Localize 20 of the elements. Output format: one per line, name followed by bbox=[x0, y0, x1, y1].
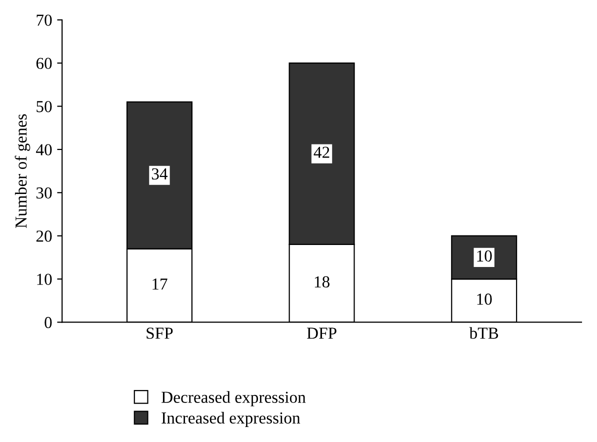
legend-label: Decreased expression bbox=[162, 391, 306, 406]
y-tick-label: 50 bbox=[36, 100, 52, 112]
data-label: 17 bbox=[152, 278, 168, 290]
data-label: 42 bbox=[314, 146, 330, 158]
y-axis-title: Number of genes bbox=[14, 114, 30, 228]
data-label: 18 bbox=[314, 276, 330, 288]
y-tick-label: 60 bbox=[36, 58, 52, 70]
x-tick-label: DFP bbox=[306, 328, 336, 339]
x-tick-label: bTB bbox=[469, 327, 498, 339]
data-label: 34 bbox=[152, 168, 168, 180]
y-tick-label: 30 bbox=[36, 187, 52, 199]
y-tick-label: 20 bbox=[36, 230, 52, 242]
legend-label: Increased expression bbox=[162, 412, 300, 427]
y-tick-label: 10 bbox=[37, 274, 52, 285]
data-label: 10 bbox=[477, 294, 492, 305]
x-tick-label: SFP bbox=[146, 328, 173, 339]
y-tick-label: 40 bbox=[36, 144, 52, 156]
y-tick-label: 70 bbox=[36, 14, 52, 26]
y-tick-label: 0 bbox=[44, 316, 52, 328]
data-label: 10 bbox=[477, 250, 492, 262]
